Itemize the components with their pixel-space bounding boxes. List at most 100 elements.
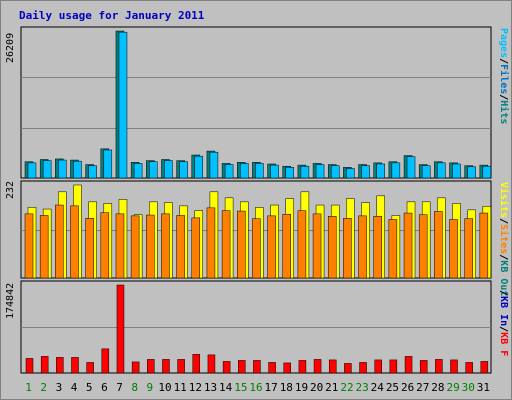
files-bar xyxy=(452,163,461,179)
day-label: 22 xyxy=(340,381,353,394)
kbytes-bar xyxy=(328,359,337,374)
kbytes-bar xyxy=(404,356,413,374)
day-label: 25 xyxy=(386,381,399,394)
legend-text: Hits xyxy=(498,100,509,125)
day-label: 10 xyxy=(158,381,171,394)
sites-bar xyxy=(237,210,246,279)
kbytes-bar xyxy=(268,362,276,374)
kbytes-bar xyxy=(374,359,382,374)
kbytes-bar xyxy=(450,359,458,374)
kbytes-bar xyxy=(207,354,216,374)
day-label: 12 xyxy=(189,381,202,394)
sites-bar xyxy=(297,210,307,279)
files-bar xyxy=(330,165,340,179)
panel-1 xyxy=(20,26,492,179)
kbytes-bar xyxy=(222,361,231,374)
sites-bar xyxy=(418,214,428,279)
legend-text: KB In xyxy=(498,296,509,327)
legend-text: Pages xyxy=(498,28,509,59)
files-bar xyxy=(315,164,325,179)
sites-bar xyxy=(191,217,201,279)
sites-bar xyxy=(343,218,352,279)
files-bar xyxy=(482,165,492,179)
day-label: 15 xyxy=(234,381,247,394)
legend-middle: Visits/Sites/KB Out xyxy=(498,182,509,296)
sites-bar xyxy=(100,212,110,279)
day-label: 20 xyxy=(310,381,323,394)
legend-text: Files xyxy=(498,64,509,95)
files-bar xyxy=(270,164,279,179)
day-label: 4 xyxy=(71,381,78,394)
files-bar xyxy=(406,156,416,179)
files-bar xyxy=(58,159,67,179)
sites-bar xyxy=(146,214,155,279)
kbytes-bar xyxy=(253,360,261,374)
kbytes-bar xyxy=(465,362,473,374)
sites-bar xyxy=(403,212,413,279)
files-bar xyxy=(133,163,143,179)
legend-text: Sites xyxy=(498,224,509,255)
kbytes-bar xyxy=(359,362,367,374)
sites-bar xyxy=(388,219,398,279)
files-bar xyxy=(209,151,219,179)
day-label: 30 xyxy=(462,381,475,394)
files-bar xyxy=(27,162,37,179)
day-label: 2 xyxy=(40,381,47,394)
sites-bar xyxy=(267,215,276,279)
kbytes-bar xyxy=(283,362,291,374)
kbytes-bar xyxy=(116,284,125,374)
chart-title: Daily usage for January 2011 xyxy=(19,9,205,22)
files-bar xyxy=(421,165,431,179)
sites-bar xyxy=(312,213,322,279)
files-bar xyxy=(164,160,173,179)
legend-text: KB F xyxy=(498,332,509,357)
day-label: 9 xyxy=(147,381,154,394)
legend-top: Pages/Files/Hits xyxy=(498,28,509,124)
y-max-label: 174842 xyxy=(5,282,16,319)
files-bar xyxy=(118,31,128,179)
files-bar xyxy=(376,163,385,179)
day-label: 1 xyxy=(25,381,32,394)
sites-bar xyxy=(464,218,473,279)
day-label: 27 xyxy=(416,381,429,394)
sites-bar xyxy=(252,218,261,279)
kbytes-bar xyxy=(71,357,79,374)
day-label: 13 xyxy=(204,381,217,394)
sites-bar xyxy=(24,213,34,279)
files-bar xyxy=(467,166,476,179)
kbytes-bar xyxy=(147,359,155,374)
kbytes-bar xyxy=(131,361,140,374)
sites-bar xyxy=(373,216,382,279)
day-label: 3 xyxy=(56,381,63,394)
files-bar xyxy=(300,165,310,179)
kbytes-bar xyxy=(101,348,110,374)
files-bar xyxy=(194,155,204,179)
sites-bar xyxy=(130,215,140,279)
files-bar xyxy=(346,168,355,179)
files-bar xyxy=(88,165,97,179)
day-label: 21 xyxy=(325,381,338,394)
sites-bar xyxy=(39,215,49,279)
kbytes-bar xyxy=(419,360,428,374)
files-bar xyxy=(149,161,158,179)
sites-bar xyxy=(282,214,291,279)
day-label: 8 xyxy=(131,381,138,394)
day-label: 23 xyxy=(356,381,369,394)
kbytes-bar xyxy=(177,359,185,374)
sites-bar xyxy=(115,213,125,279)
kbytes-bar xyxy=(192,354,201,374)
kbytes-bar xyxy=(389,359,398,374)
day-label: 14 xyxy=(219,381,233,394)
sites-bar xyxy=(55,204,64,279)
sites-bar xyxy=(327,216,337,279)
day-label: 31 xyxy=(477,381,490,394)
sites-bar xyxy=(449,219,458,279)
kbytes-bar xyxy=(298,360,307,374)
files-bar xyxy=(73,160,82,179)
kbytes-bar xyxy=(435,359,443,374)
day-label: 29 xyxy=(446,381,459,394)
files-bar xyxy=(240,163,249,179)
y-max-label: 26209 xyxy=(5,32,16,63)
day-label: 18 xyxy=(280,381,293,394)
